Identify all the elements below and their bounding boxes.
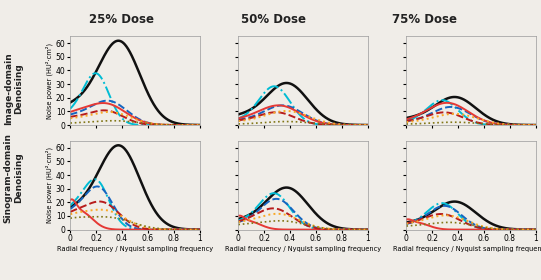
Text: Sinogram-domain
Denoising: Sinogram-domain Denoising bbox=[4, 133, 23, 223]
Y-axis label: Noise power (HU²·cm²): Noise power (HU²·cm²) bbox=[45, 43, 53, 119]
X-axis label: Radial frequency / Nyquist sampling frequency: Radial frequency / Nyquist sampling freq… bbox=[225, 246, 381, 252]
Text: 50% Dose: 50% Dose bbox=[241, 13, 306, 26]
Y-axis label: Noise power (HU²·cm²): Noise power (HU²·cm²) bbox=[45, 147, 53, 223]
Text: 75% Dose: 75% Dose bbox=[392, 13, 457, 26]
X-axis label: Radial frequency / Nyquist sampling frequency: Radial frequency / Nyquist sampling freq… bbox=[393, 246, 541, 252]
X-axis label: Radial frequency / Nyquist sampling frequency: Radial frequency / Nyquist sampling freq… bbox=[57, 246, 213, 252]
Text: Image-domain
Denoising: Image-domain Denoising bbox=[4, 52, 23, 125]
Text: 25% Dose: 25% Dose bbox=[89, 13, 154, 26]
